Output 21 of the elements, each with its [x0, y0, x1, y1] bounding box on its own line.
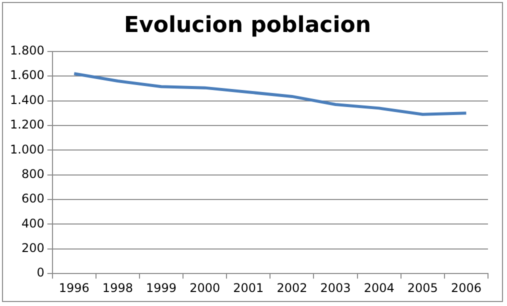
- y-tick-label: 1.600: [10, 68, 44, 82]
- x-tick-label: 2003: [320, 280, 351, 295]
- x-tick-label: 1996: [58, 280, 90, 295]
- chart-title: Evolucion poblacion: [124, 12, 372, 38]
- y-tick-label: 1.000: [10, 142, 44, 156]
- y-tick-label: 1.200: [10, 118, 44, 132]
- y-tick-label: 600: [21, 192, 44, 206]
- y-tick-label: 200: [21, 241, 44, 256]
- x-tick-label: 2000: [190, 280, 220, 295]
- x-tick-label: 2002: [276, 280, 308, 295]
- x-tick-label: 2001: [233, 280, 264, 295]
- y-tick-label: 1.400: [10, 92, 44, 107]
- x-tick-label: 2005: [407, 280, 438, 295]
- x-tick-label: 1998: [102, 280, 133, 295]
- y-tick-label: 800: [21, 166, 44, 181]
- y-tick-label: 400: [21, 216, 44, 230]
- x-tick-label: 2006: [450, 280, 482, 295]
- y-tick-label: 0: [36, 266, 44, 280]
- y-tick-label: 1.800: [10, 44, 44, 58]
- x-tick-label: 2004: [364, 280, 394, 295]
- x-tick-label: 1999: [146, 280, 177, 295]
